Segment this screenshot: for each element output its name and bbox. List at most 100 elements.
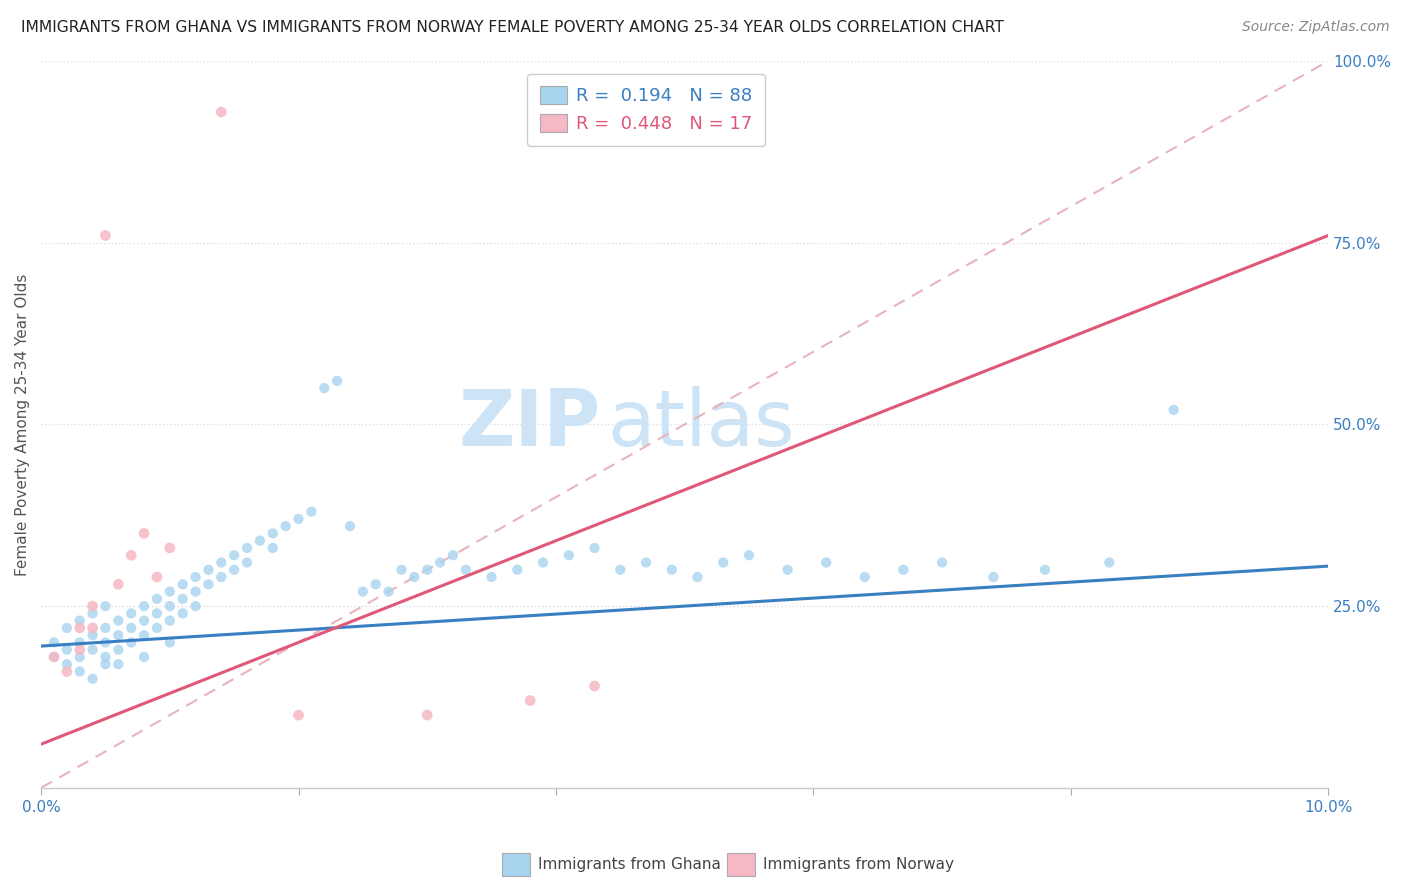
Text: IMMIGRANTS FROM GHANA VS IMMIGRANTS FROM NORWAY FEMALE POVERTY AMONG 25-34 YEAR : IMMIGRANTS FROM GHANA VS IMMIGRANTS FROM… [21, 20, 1004, 35]
Point [299, 505, 322, 519]
Text: Immigrants from Norway: Immigrants from Norway [763, 857, 955, 871]
Point [159, 635, 181, 649]
Point [146, 591, 169, 606]
Point [69, 650, 91, 665]
Point [1033, 563, 1056, 577]
Point [583, 679, 606, 693]
Point [197, 563, 219, 577]
Point [94, 657, 117, 672]
Point [82, 642, 104, 657]
Point [558, 548, 581, 562]
Point [339, 519, 361, 533]
Point [172, 607, 194, 621]
Point [441, 548, 464, 562]
Point [42, 635, 65, 649]
Point [69, 642, 91, 657]
Point [159, 614, 181, 628]
Point [776, 563, 799, 577]
Text: ZIP: ZIP [458, 386, 600, 462]
Point [416, 563, 439, 577]
Point [120, 621, 142, 635]
Point [172, 591, 194, 606]
Point [159, 599, 181, 613]
Point [132, 650, 155, 665]
Point [853, 570, 876, 584]
Point [429, 556, 451, 570]
Point [69, 665, 91, 679]
Y-axis label: Female Poverty Among 25-34 Year Olds: Female Poverty Among 25-34 Year Olds [15, 273, 30, 575]
Point [42, 650, 65, 665]
Text: Source: ZipAtlas.com: Source: ZipAtlas.com [1241, 20, 1389, 34]
Legend: R =  0.194   N = 88, R =  0.448   N = 17: R = 0.194 N = 88, R = 0.448 N = 17 [527, 74, 765, 145]
Point [262, 541, 284, 555]
Point [94, 599, 117, 613]
Point [56, 657, 79, 672]
Point [69, 614, 91, 628]
Point [711, 556, 734, 570]
Point [287, 512, 309, 526]
Point [634, 556, 657, 570]
Point [132, 599, 155, 613]
Point [56, 642, 79, 657]
Point [107, 577, 129, 591]
Point [236, 556, 259, 570]
Point [364, 577, 387, 591]
Point [236, 541, 259, 555]
Point [94, 635, 117, 649]
Point [82, 628, 104, 642]
Point [815, 556, 838, 570]
Point [274, 519, 297, 533]
Point [82, 599, 104, 613]
Point [583, 541, 606, 555]
Point [146, 570, 169, 584]
Point [120, 548, 142, 562]
Point [132, 526, 155, 541]
Point [209, 556, 232, 570]
Point [69, 635, 91, 649]
Point [454, 563, 477, 577]
Point [686, 570, 709, 584]
Point [172, 577, 194, 591]
Point [146, 607, 169, 621]
Point [983, 570, 1005, 584]
Point [224, 548, 246, 562]
Point [107, 642, 129, 657]
Point [184, 599, 207, 613]
Point [107, 614, 129, 628]
Point [159, 541, 181, 555]
Point [506, 563, 529, 577]
Point [132, 614, 155, 628]
Point [82, 607, 104, 621]
Point [209, 570, 232, 584]
Point [314, 381, 336, 395]
Point [352, 584, 374, 599]
Text: atlas: atlas [607, 386, 794, 462]
Point [326, 374, 349, 388]
Point [287, 708, 309, 723]
Point [738, 548, 761, 562]
Point [94, 228, 117, 243]
Point [519, 693, 541, 707]
Point [56, 665, 79, 679]
Point [609, 563, 631, 577]
Point [377, 584, 399, 599]
Point [120, 635, 142, 649]
Point [893, 563, 915, 577]
Point [184, 570, 207, 584]
Point [224, 563, 246, 577]
Point [69, 621, 91, 635]
Point [82, 621, 104, 635]
Point [209, 105, 232, 120]
Point [416, 708, 439, 723]
Point [184, 584, 207, 599]
Point [1163, 403, 1185, 417]
Point [404, 570, 426, 584]
Point [107, 628, 129, 642]
Point [661, 563, 683, 577]
Point [1098, 556, 1121, 570]
Point [249, 533, 271, 548]
Point [42, 650, 65, 665]
Point [159, 584, 181, 599]
Point [56, 621, 79, 635]
Point [197, 577, 219, 591]
